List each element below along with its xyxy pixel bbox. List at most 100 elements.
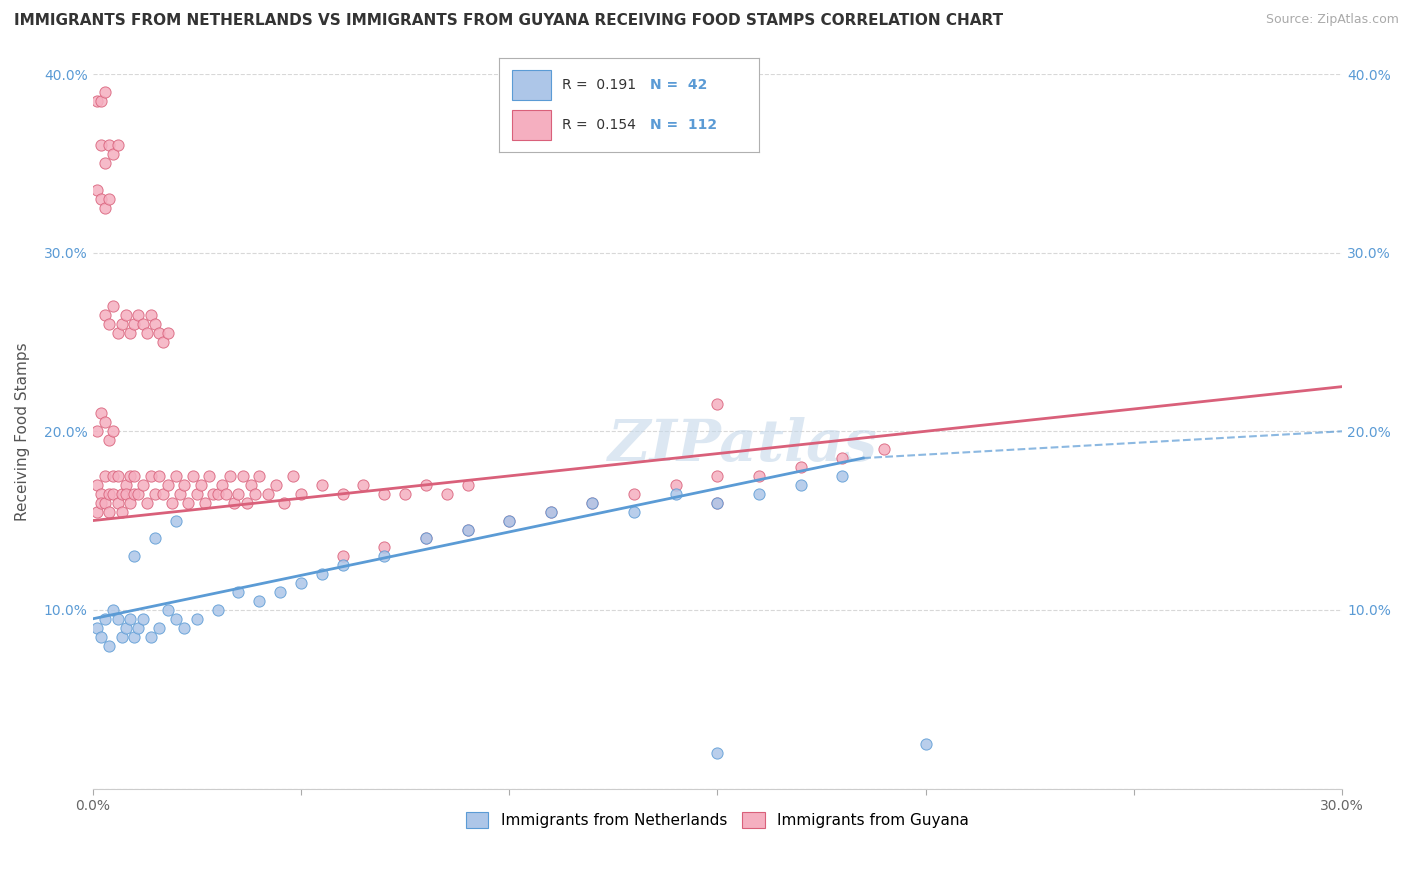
Point xyxy=(232,469,254,483)
Point xyxy=(243,487,266,501)
Point xyxy=(623,505,645,519)
Point xyxy=(207,487,229,501)
Point xyxy=(90,406,112,420)
Point xyxy=(148,469,170,483)
Point xyxy=(139,630,162,644)
Point xyxy=(103,424,125,438)
Point xyxy=(165,612,187,626)
FancyBboxPatch shape xyxy=(512,111,551,140)
Point xyxy=(127,621,149,635)
Point xyxy=(103,469,125,483)
Text: N =  42: N = 42 xyxy=(650,78,707,92)
Point xyxy=(107,469,129,483)
Point xyxy=(311,567,333,582)
Point xyxy=(111,630,134,644)
Point xyxy=(748,487,770,501)
Point xyxy=(540,505,562,519)
Point xyxy=(90,630,112,644)
Text: IMMIGRANTS FROM NETHERLANDS VS IMMIGRANTS FROM GUYANA RECEIVING FOOD STAMPS CORR: IMMIGRANTS FROM NETHERLANDS VS IMMIGRANT… xyxy=(14,13,1004,29)
Point xyxy=(135,496,157,510)
Point xyxy=(239,478,262,492)
Point xyxy=(86,478,108,492)
Point xyxy=(124,549,146,564)
Point xyxy=(94,612,117,626)
Point xyxy=(706,496,728,510)
Point xyxy=(247,594,270,608)
Point xyxy=(120,326,142,340)
Point xyxy=(94,415,117,429)
FancyBboxPatch shape xyxy=(512,70,551,100)
Point xyxy=(332,558,354,573)
Point xyxy=(94,496,117,510)
Point xyxy=(173,478,195,492)
Point xyxy=(457,523,479,537)
Point xyxy=(98,639,121,653)
Point xyxy=(90,94,112,108)
Point xyxy=(94,201,117,215)
Point xyxy=(90,138,112,153)
Point xyxy=(165,469,187,483)
Point xyxy=(148,326,170,340)
Point xyxy=(332,549,354,564)
Point xyxy=(457,478,479,492)
Point xyxy=(98,487,121,501)
Point xyxy=(665,478,688,492)
Text: N =  112: N = 112 xyxy=(650,119,717,132)
Point xyxy=(581,496,603,510)
Point xyxy=(181,469,204,483)
Point xyxy=(177,496,200,510)
Point xyxy=(194,496,217,510)
Point xyxy=(124,469,146,483)
Point xyxy=(207,603,229,617)
Point xyxy=(103,147,125,161)
Point xyxy=(86,621,108,635)
Point xyxy=(98,138,121,153)
Point xyxy=(169,487,191,501)
Point xyxy=(215,487,238,501)
Point xyxy=(290,576,312,591)
Point xyxy=(107,326,129,340)
Point xyxy=(143,317,166,331)
Point xyxy=(111,487,134,501)
Point xyxy=(311,478,333,492)
Point xyxy=(706,746,728,760)
Point xyxy=(156,478,179,492)
Point xyxy=(281,469,304,483)
Point xyxy=(98,434,121,448)
Point xyxy=(198,469,221,483)
Point xyxy=(264,478,287,492)
Point xyxy=(94,308,117,322)
Point xyxy=(269,585,291,599)
Point xyxy=(165,514,187,528)
Point xyxy=(131,317,153,331)
Point xyxy=(94,469,117,483)
Point xyxy=(790,478,813,492)
Point xyxy=(124,487,146,501)
Point xyxy=(120,612,142,626)
Point xyxy=(173,621,195,635)
Text: R =  0.154: R = 0.154 xyxy=(561,119,636,132)
Point xyxy=(831,469,853,483)
Point xyxy=(457,523,479,537)
Point xyxy=(131,612,153,626)
Point xyxy=(415,532,437,546)
Point xyxy=(665,487,688,501)
Point xyxy=(415,532,437,546)
Point xyxy=(706,469,728,483)
Point xyxy=(373,487,395,501)
Point xyxy=(148,621,170,635)
Point xyxy=(120,496,142,510)
Point xyxy=(98,505,121,519)
Point xyxy=(90,487,112,501)
Point xyxy=(186,487,208,501)
Point xyxy=(436,487,458,501)
Point xyxy=(581,496,603,510)
Point xyxy=(139,308,162,322)
Point xyxy=(152,334,174,349)
Point xyxy=(211,478,233,492)
Point xyxy=(373,541,395,555)
Point xyxy=(498,514,520,528)
Point xyxy=(124,630,146,644)
Point xyxy=(115,308,138,322)
Point xyxy=(235,496,257,510)
